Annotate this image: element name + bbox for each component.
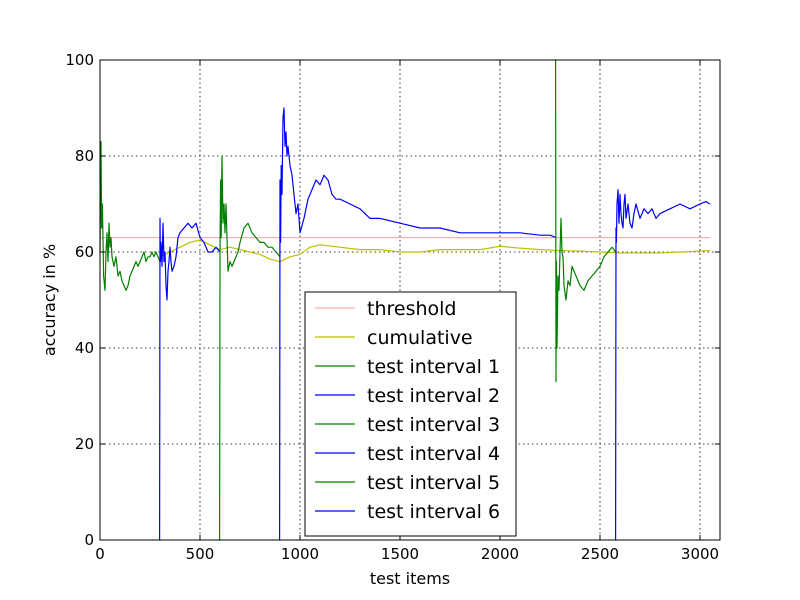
legend-label: test interval 5 — [367, 472, 500, 494]
series-line-test-interval-1 — [99, 141, 161, 291]
series-line-test-interval-2 — [159, 217, 221, 541]
x-tick-label: 2000 — [481, 545, 519, 563]
y-tick-label: 20 — [75, 435, 94, 453]
legend-label: test interval 2 — [367, 385, 500, 407]
y-tick-label: 40 — [75, 339, 94, 357]
x-tick-label: 2500 — [581, 545, 619, 563]
legend-label: test interval 6 — [367, 501, 500, 523]
x-tick-label: 3000 — [681, 545, 719, 563]
legend-label: threshold — [367, 298, 456, 320]
y-tick-label: 60 — [75, 243, 94, 261]
y-tick-label: 0 — [84, 531, 94, 549]
series-line-test-interval-5 — [554, 59, 617, 383]
legend: threshold cumulative test interval 1 test i… — [304, 291, 517, 537]
series-layer — [99, 59, 711, 541]
plot-frame — [99, 59, 721, 541]
y-axis-label: accuracy in % — [40, 244, 59, 356]
x-tick-label: 1000 — [281, 545, 319, 563]
legend-label: test interval 4 — [367, 443, 500, 465]
legend-label: test interval 1 — [367, 356, 500, 378]
x-tick-label: 1500 — [381, 545, 419, 563]
series-line-test-interval-3 — [219, 155, 281, 541]
ticks: 0 500 1000 1500 2000 2500 3000 0 20 40 60 80 100 — [65, 51, 720, 563]
series-line-test-interval-6 — [614, 189, 711, 541]
legend-box — [304, 291, 517, 537]
legend-label: test interval 3 — [367, 414, 500, 436]
series-line-test-interval-4 — [279, 107, 557, 541]
x-axis-label: test items — [370, 569, 450, 588]
x-tick-label: 0 — [95, 545, 105, 563]
y-tick-label: 80 — [75, 147, 94, 165]
legend-label: cumulative — [367, 327, 473, 349]
x-tick-label: 500 — [186, 545, 215, 563]
y-tick-label: 100 — [65, 51, 94, 69]
